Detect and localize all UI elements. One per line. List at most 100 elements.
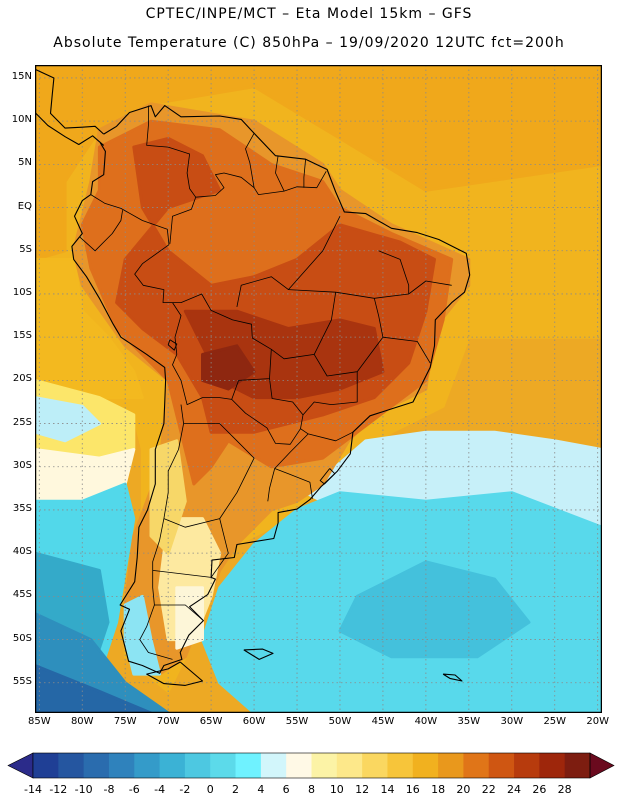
lon-tick-label: 40W (414, 716, 438, 727)
colorbar-swatch (58, 753, 85, 778)
zone-ocean-deep-blue (35, 664, 153, 713)
colorbar-tick-label: 18 (431, 783, 446, 796)
colorbar-tick-label: -14 (24, 783, 42, 796)
lon-tick-label: 20W (586, 716, 610, 727)
colorbar-tick-label: 20 (456, 783, 471, 796)
border-brazil-states-8 (308, 431, 354, 442)
border-uruguay-argentina (267, 468, 276, 502)
temperature-colorbar (7, 752, 615, 779)
border-brazil-states-5 (302, 371, 358, 416)
border-brazil-states-6 (382, 336, 431, 364)
colorbar-tick-label: 12 (355, 783, 370, 796)
colorbar-swatch (514, 753, 540, 778)
colorbar-tick-label: -8 (103, 783, 115, 796)
lon-tick-label: 55W (285, 716, 309, 727)
colorbar-tick-label: -12 (49, 783, 68, 796)
temperature-zones (35, 65, 602, 713)
lat-tick-label: 15N (11, 70, 32, 82)
border-brazil-states (236, 216, 341, 307)
border-brazil-states-3 (313, 292, 384, 377)
coastline-south-georgia (442, 673, 463, 682)
border-paraguay-border (231, 378, 304, 445)
colorbar-swatch (539, 753, 566, 778)
colorbar-tick-label: 22 (481, 783, 496, 796)
lon-tick-label: 80W (70, 716, 94, 727)
colorbar-tick-label: 10 (329, 783, 344, 796)
colorbar-swatch (412, 753, 439, 778)
zone-land-patagonia-cream (175, 586, 204, 650)
border-guianas-brazil (169, 171, 327, 244)
colorbar-swatch (387, 753, 414, 778)
lat-tick-label: 25S (12, 416, 32, 428)
lake-lagoa-dos-patos (319, 468, 336, 485)
colorbar-over-arrow (589, 752, 615, 779)
map-subtitle: Absolute Temperature (C) 850hPa – 19/09/… (53, 35, 565, 51)
coastline-falklands (243, 648, 274, 660)
colorbar-tick-label: 6 (282, 783, 290, 796)
border-brazil-states-7 (378, 250, 410, 294)
border-venezuela-guyana (245, 133, 255, 188)
border-argentina-provinces-2 (152, 518, 229, 578)
border-colombia-venezuela (146, 105, 197, 198)
lat-tick-label: 20S (12, 373, 32, 385)
colorbar-under-arrow (7, 752, 34, 779)
lon-tick-label: 75W (113, 716, 137, 727)
border-brazil-states-4 (271, 348, 315, 360)
lon-tick-label: 85W (27, 716, 51, 727)
colorbar-tick-label: 26 (532, 783, 547, 796)
colorbar-frame (32, 752, 591, 779)
border-guyana-suriname (275, 155, 285, 192)
colorbar-swatch (336, 753, 363, 778)
coastline-south-america-coast (71, 105, 471, 674)
coastline-central-america-pacific (35, 112, 105, 146)
coastline-central-america-coast (35, 68, 105, 135)
colorbar-tick-label: 14 (380, 783, 395, 796)
border-suriname-guiana (303, 159, 306, 188)
border-argentina-provinces (163, 423, 255, 528)
zone-ocean-pacific-pale-cyan (35, 396, 101, 443)
colorbar-swatch (33, 753, 59, 778)
colorbar-swatch (488, 753, 515, 778)
lat-tick-label: 45S (12, 589, 32, 601)
lon-tick-label: 65W (199, 716, 223, 727)
colorbar-swatch (438, 753, 464, 778)
lake-lake-titicaca (167, 339, 178, 351)
colorbar-swatch (463, 753, 490, 778)
coastlines (35, 68, 471, 686)
colorbar-swatch (564, 753, 591, 778)
colorbar-tick-label: 0 (206, 783, 214, 796)
map-canvas (35, 65, 602, 713)
lat-tick-label: 55S (12, 675, 32, 687)
lon-tick-label: 70W (156, 716, 180, 727)
colorbar-tick-label: -6 (128, 783, 140, 796)
lat-tick-label: 15S (12, 330, 32, 342)
lat-tick-label: 40S (12, 546, 32, 558)
lat-tick-label: 10N (11, 114, 32, 126)
colorbar-tick-label: 8 (308, 783, 315, 796)
colorbar-swatch (362, 753, 388, 778)
lat-tick-label: 35S (12, 502, 32, 514)
colorbar-swatch (286, 753, 312, 778)
colorbar-tick-label: 4 (257, 783, 265, 796)
lon-tick-label: 25W (543, 716, 567, 727)
map-frame (35, 65, 602, 713)
lon-tick-label: 60W (242, 716, 266, 727)
colorbar-swatch (184, 753, 211, 778)
border-chile-argentina (139, 404, 185, 660)
border-colombia-ecuador-peru (90, 194, 170, 245)
colorbar-swatch (260, 753, 287, 778)
border-peru-brazil (134, 244, 173, 304)
lon-tick-label: 35W (457, 716, 481, 727)
colorbar-swatch (210, 753, 236, 778)
lat-tick-label: 50S (12, 632, 32, 644)
border-brazil-states-2 (288, 280, 452, 299)
colorbar-tick-label: 28 (557, 783, 572, 796)
colorbar-swatch (83, 753, 110, 778)
colorbar-tick-label: 16 (405, 783, 420, 796)
colorbar-swatch (159, 753, 186, 778)
lat-lon-grid (35, 65, 602, 713)
lat-tick-label: 5S (19, 243, 32, 255)
colorbar-tick-label: -2 (179, 783, 191, 796)
country-borders (79, 105, 452, 660)
coastline-tierra-del-fuego (146, 661, 204, 686)
